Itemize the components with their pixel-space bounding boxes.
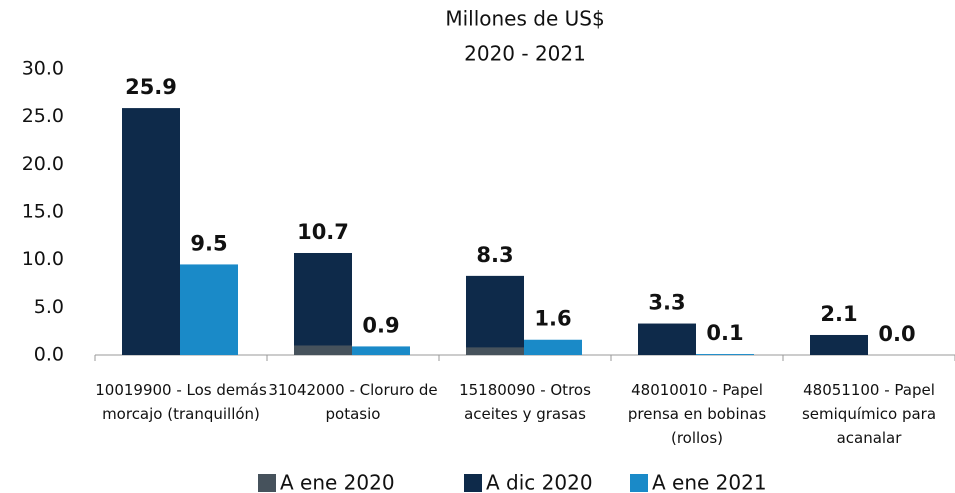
- legend-swatch: [630, 474, 648, 492]
- bar: [180, 264, 238, 355]
- legend-label: A ene 2021: [652, 471, 767, 493]
- legend-swatch: [258, 474, 276, 492]
- data-label: 0.0: [878, 322, 915, 346]
- legend-label: A ene 2020: [280, 471, 395, 493]
- y-tick-label: 10.0: [22, 248, 64, 270]
- chart-title: Millones de US$: [445, 7, 604, 31]
- bar: [696, 354, 754, 355]
- x-tick-label: 48010010 - Papel prensa en bobinas (roll…: [627, 381, 767, 447]
- y-tick-label: 20.0: [22, 153, 64, 175]
- bar: [638, 323, 696, 355]
- bar: [294, 252, 352, 355]
- y-tick-label: 25.0: [22, 105, 64, 127]
- data-label: 2.1: [820, 302, 857, 326]
- bar: [466, 275, 524, 355]
- data-label: 10.7: [297, 220, 349, 244]
- bar: [294, 345, 352, 355]
- legend-label: A dic 2020: [486, 471, 593, 493]
- data-label: 0.9: [362, 313, 399, 337]
- chart-subtitle: 2020 - 2021: [464, 42, 586, 66]
- y-tick-label: 30.0: [22, 58, 64, 80]
- y-tick-label: 0.0: [34, 344, 64, 366]
- data-label: 0.1: [706, 321, 743, 345]
- bar: [810, 334, 868, 355]
- data-label: 8.3: [476, 243, 513, 267]
- data-label: 25.9: [125, 75, 177, 99]
- y-tick-label: 15.0: [22, 201, 64, 223]
- legend-swatch: [464, 474, 482, 492]
- data-label: 9.5: [190, 231, 227, 255]
- data-label: 3.3: [648, 291, 685, 315]
- x-tick-label: 15180090 - Otros aceites y grasas: [459, 381, 591, 423]
- x-tick-label: 31042000 - Cloruro de potasio: [268, 381, 438, 423]
- x-tick-label: 48051100 - Papel semiquímico para acanal…: [801, 381, 937, 447]
- x-tick-label: 10019900 - Los demás morcajo (tranquilló…: [95, 381, 267, 423]
- bar: [466, 347, 524, 355]
- bar: [352, 346, 410, 355]
- bar: [524, 339, 582, 355]
- bar: [122, 108, 180, 355]
- data-label: 1.6: [534, 307, 571, 331]
- y-tick-label: 5.0: [34, 296, 64, 318]
